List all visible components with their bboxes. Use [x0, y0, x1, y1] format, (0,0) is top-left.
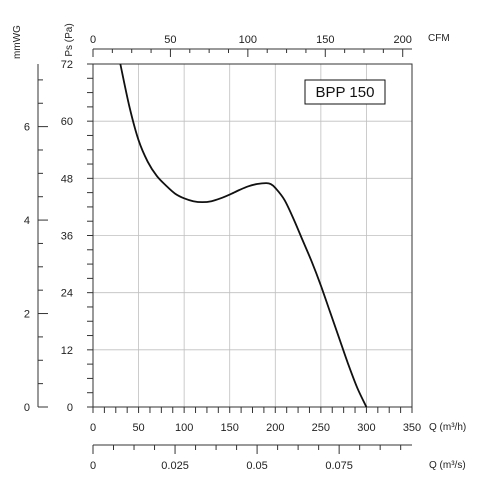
x-cfm-tick-label: 150 — [316, 34, 334, 46]
y-axis-pa-title: Ps (Pa) — [64, 23, 75, 56]
x-m3h-tick-label: 0 — [90, 422, 96, 434]
x-cfm-tick-label: 0 — [90, 34, 96, 46]
x-cfm-tick-label: 50 — [164, 34, 176, 46]
y-mmwg-tick-label: 6 — [24, 122, 30, 134]
series-layer — [119, 63, 368, 408]
y-mmwg-tick-label: 2 — [24, 309, 30, 321]
x-m3s-tick-label: 0 — [90, 460, 96, 472]
x-m3h-tick-label: 250 — [312, 422, 330, 434]
x-cfm-tick-label: 100 — [239, 34, 257, 46]
x-m3h-tick-label: 200 — [266, 422, 284, 434]
y-pa-tick-label: 24 — [61, 288, 73, 300]
x-axis-cfm-title: CFM — [428, 33, 450, 44]
y-mmwg-tick-label: 0 — [24, 402, 30, 414]
x-m3h-tick-label: 100 — [175, 422, 193, 434]
y-pa-tick-label: 48 — [61, 173, 73, 185]
y-pa-tick-label: 0 — [67, 402, 73, 414]
model-label-box: BPP 150 — [304, 79, 386, 105]
y-pa-tick-label: 60 — [61, 116, 73, 128]
x-m3h-tick-label: 300 — [357, 422, 375, 434]
x-m3s-tick-label: 0.075 — [325, 460, 353, 472]
x-m3s-tick-label: 0.05 — [246, 460, 267, 472]
y-pa-tick-label: 12 — [61, 345, 73, 357]
x-m3h-tick-label: 350 — [403, 422, 421, 434]
fan-curve-line — [119, 63, 368, 408]
x-axis-m3h-title: Q (m³/h) — [429, 422, 466, 433]
y-pa-tick-label: 36 — [61, 231, 73, 243]
x-cfm-tick-label: 200 — [394, 34, 412, 46]
x-m3h-tick-label: 150 — [221, 422, 239, 434]
y-axis-mmwg-title: mmWG — [12, 25, 23, 59]
grid — [93, 64, 412, 407]
y-mmwg-tick-label: 4 — [24, 215, 30, 227]
x-m3s-tick-label: 0.025 — [161, 460, 189, 472]
y-pa-tick-label: 72 — [61, 59, 73, 71]
x-axis-m3s-title: Q (m³/s) — [429, 460, 466, 471]
model-label: BPP 150 — [316, 84, 375, 101]
x-m3h-tick-label: 50 — [132, 422, 144, 434]
